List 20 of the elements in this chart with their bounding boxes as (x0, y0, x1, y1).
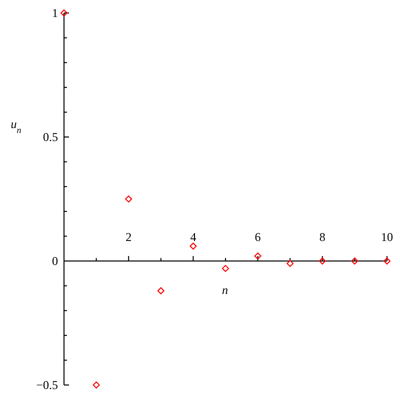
point (125, 196, 132, 202)
point (254, 252, 262, 260)
y-axis-title: u$_{n}$ (10, 117, 22, 135)
x-tick-label: 10 (381, 230, 393, 244)
point (351, 258, 358, 264)
x-tick-label: 4 (190, 230, 196, 244)
y-tick-label: 0.5 (43, 130, 58, 144)
point (318, 258, 326, 264)
x-tick-label: 8 (319, 230, 326, 244)
y-tick-label: 1 (52, 6, 58, 20)
y-tick-label: −0.5 (36, 378, 58, 392)
x-tick-label: 2 (126, 230, 132, 244)
point (222, 264, 229, 272)
x-axis-title: n (222, 283, 228, 297)
point (286, 260, 294, 267)
x-tick-label: 6 (254, 230, 261, 244)
y-tick-label: 0 (52, 254, 58, 268)
point (92, 382, 100, 388)
point (190, 242, 197, 250)
point (157, 287, 164, 294)
